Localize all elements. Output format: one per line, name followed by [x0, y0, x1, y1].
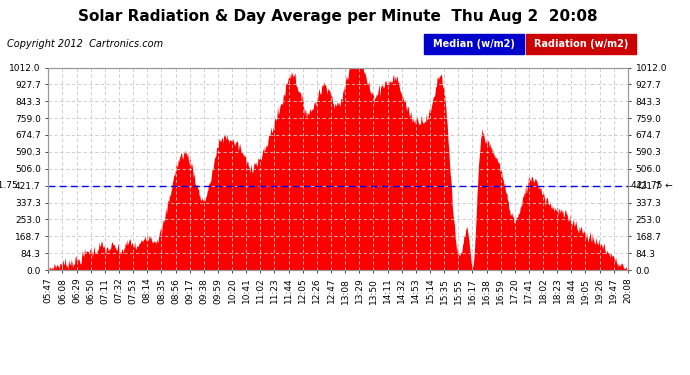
- Text: Copyright 2012  Cartronics.com: Copyright 2012 Cartronics.com: [7, 39, 163, 50]
- Text: Radiation (w/m2): Radiation (w/m2): [534, 39, 628, 49]
- Text: Solar Radiation & Day Average per Minute  Thu Aug 2  20:08: Solar Radiation & Day Average per Minute…: [78, 9, 598, 24]
- Text: → 421.75: → 421.75: [0, 181, 18, 190]
- Text: 421.75 ←: 421.75 ←: [631, 181, 673, 190]
- Text: Median (w/m2): Median (w/m2): [433, 39, 515, 49]
